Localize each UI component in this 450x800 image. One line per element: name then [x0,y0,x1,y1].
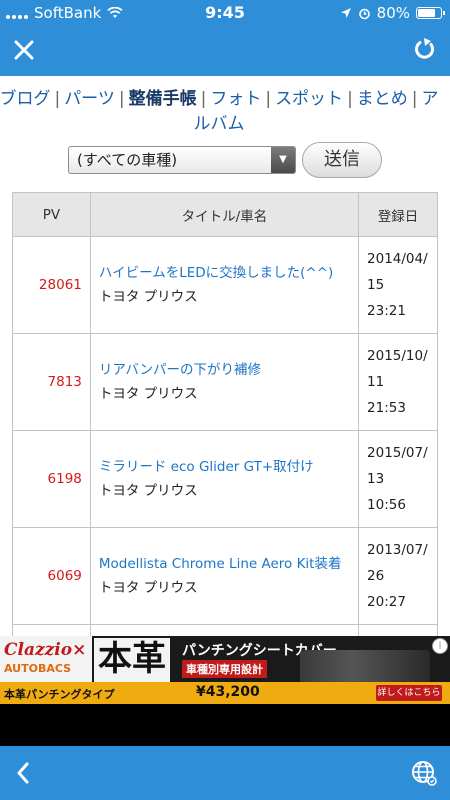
row-title-cell: ハイビームをLEDに交換しました(^^) トヨタ プリウス [89,236,360,334]
nav-bar [0,26,450,76]
status-bar: SoftBank 9:45 80% [0,0,450,26]
row-date-ym: 2014/04/ [367,251,428,267]
wifi-icon [107,7,123,18]
carrier-name: SoftBank [34,4,102,22]
ad-price: ¥43,200 [196,684,260,700]
category-maintenance[interactable]: 整備手帳 [128,89,197,109]
header-pv[interactable]: PV [12,192,91,237]
header-title[interactable]: タイトル/車名 [89,192,360,237]
location-icon [340,8,351,18]
category-album[interactable]: アルバム [193,89,439,134]
status-right: 80% [340,4,445,22]
row-date-day: 15 [367,277,385,293]
ad-type-text: 本革パンチングタイプ [4,688,115,701]
ad-headline: パンチングシートカバー [182,643,337,659]
table-row: 28061 ハイビームをLEDに交換しました(^^) トヨタ プリウス 2014… [12,236,438,334]
signal-icon [6,7,28,19]
row-date-day: 26 [367,568,385,584]
category-blog[interactable]: ブログ [0,89,51,109]
row-date-time: 21:53 [367,400,406,416]
maintenance-table: PV タイトル/車名 登録日 28061 ハイビームをLEDに交換しました(^^… [12,192,438,636]
info-icon[interactable]: i [432,638,448,654]
ad-subline: 車種別専用設計 [182,660,267,678]
car-type-select[interactable]: (すべての車種) ▼ [68,146,296,174]
row-pv: 6198 [12,430,91,528]
battery-icon [416,7,445,19]
row-date-time: 10:56 [367,497,406,513]
row-date-ym: 2015/10/ [367,348,428,364]
category-nav: ブログ | パーツ | 整備手帳 | フォト | スポット | まとめ | アルバム [0,89,439,134]
row-title-link[interactable]: Modellista Chrome Line Aero Kit装着 [98,556,342,572]
category-spot[interactable]: スポット [275,89,344,109]
battery-percent: 80% [376,4,410,22]
row-pv: 28061 [12,236,91,334]
ad-banner[interactable]: Clazzio× AUTOBACS 本革 パンチングシートカバー 車種別専用設計… [0,636,450,704]
car-type-select-value: (すべての車種) [77,151,178,169]
row-date-ym: 2015/07/ [367,445,428,461]
ad-brand: Clazzio× AUTOBACS [0,636,92,682]
ad-bottom-strip: 本革パンチングタイプ ¥43,200 詳しくはこちら▶ [0,682,450,704]
row-car-name: トヨタ プリウス [98,289,198,305]
alarm-icon [358,8,370,19]
row-title-cell: リアバンパーの下がり補修 トヨタ プリウス [89,333,360,431]
table-row: 7813 リアバンパーの下がり補修 トヨタ プリウス 2015/10/ 11 2… [12,333,438,431]
row-pv: 6069 [12,527,91,625]
table-header-row: PV タイトル/車名 登録日 [12,192,438,237]
ad-seat-image [300,650,430,684]
category-parts[interactable]: パーツ [64,89,115,109]
globe-icon[interactable] [410,759,438,787]
row-car-name: トヨタ プリウス [98,386,198,402]
row-title-cell: ミラリード eco Glider GT+取付け トヨタ プリウス [89,430,360,528]
ad-brand-sub: AUTOBACS [4,662,72,675]
page-content: ブログ | パーツ | 整備手帳 | フォト | スポット | まとめ | アルバム (すべての車種) … [0,76,450,636]
row-date: 2014/04/ 15 23:21 [358,236,438,334]
row-car-name: トヨタ プリウス [98,483,198,499]
row-date: 2015/10/ 11 21:53 [358,333,438,431]
close-icon[interactable] [10,36,38,64]
row-date-time: 20:27 [367,594,406,610]
row-date-ym: 2013/07/ [367,542,428,558]
dropdown-arrow-icon: ▼ [271,147,295,173]
ad-detail-button[interactable]: 詳しくはこちら▶ [376,685,442,701]
empty-area [0,704,450,746]
row-date-day: 11 [367,374,385,390]
table-row: 6069 Modellista Chrome Line Aero Kit装着 ト… [12,527,438,625]
row-date: 2013/07/ 26 20:27 [358,527,438,625]
ad-big-text: 本革 [94,638,170,682]
row-date-day: 13 [367,471,385,487]
submit-button[interactable]: 送信 [302,142,382,178]
row-title-link[interactable]: ミラリード eco Glider GT+取付け [98,459,314,475]
row-date-time: 23:21 [367,303,406,319]
status-left: SoftBank [6,4,123,22]
header-date[interactable]: 登録日 [358,192,438,237]
row-title-link[interactable]: リアバンパーの下がり補修 [98,362,262,378]
filter-row: (すべての車種) ▼ 送信 [0,142,450,178]
back-chevron-icon[interactable] [12,759,36,787]
status-time: 9:45 [205,3,245,22]
reload-icon[interactable] [412,37,438,63]
ad-brand-name: Clazzio× [4,640,87,660]
category-photo[interactable]: フォト [210,89,262,109]
row-pv: 7813 [12,333,91,431]
table-row: 6198 ミラリード eco Glider GT+取付け トヨタ プリウス 20… [12,430,438,528]
row-date: 2015/07/ 13 10:56 [358,430,438,528]
row-car-name: トヨタ プリウス [98,580,198,596]
row-title-link[interactable]: ハイビームをLEDに交換しました(^^) [98,265,334,281]
category-matome[interactable]: まとめ [356,89,408,109]
row-title-cell: Modellista Chrome Line Aero Kit装着 トヨタ プリ… [89,527,360,625]
battery-fill [418,9,435,17]
bottom-toolbar [0,746,450,800]
table-row [12,624,438,636]
